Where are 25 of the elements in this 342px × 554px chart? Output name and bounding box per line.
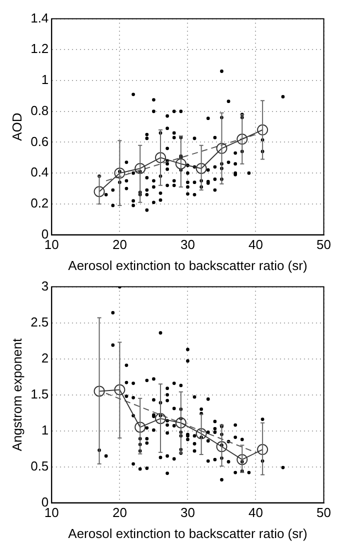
y-tick-label: 2.5 bbox=[30, 314, 49, 330]
y-tick-label: 1.2 bbox=[30, 41, 49, 56]
y-tick-label: 1 bbox=[41, 72, 49, 88]
y-tick-label: 2 bbox=[41, 350, 49, 366]
y-tick-label: 1.5 bbox=[30, 386, 49, 402]
x-tick-label: 20 bbox=[112, 505, 127, 520]
y-tick-label: 0.2 bbox=[30, 196, 49, 211]
y-tick-label: 0.6 bbox=[30, 134, 49, 149]
x-tick-label: 20 bbox=[112, 237, 127, 252]
y-tick-label: 3 bbox=[41, 278, 49, 294]
y-tick-label: 1 bbox=[41, 422, 49, 438]
y-tick-label: 1.4 bbox=[30, 10, 49, 26]
x-axis-title: Aerosol extinction to backscatter ratio (sr) bbox=[68, 258, 308, 273]
y-tick-label: 0.5 bbox=[30, 458, 49, 474]
x-tick-label: 30 bbox=[180, 505, 195, 520]
x-tick-label: 30 bbox=[180, 237, 195, 252]
x-tick-label: 40 bbox=[248, 237, 263, 252]
y-tick-label: 0.8 bbox=[30, 102, 49, 118]
x-axis-title: Aerosol extinction to backscatter ratio (sr) bbox=[68, 526, 308, 541]
y-axis-title: Angstrom exponent bbox=[9, 338, 24, 452]
y-tick-label: 0.4 bbox=[30, 164, 49, 180]
y-axis-title: AOD bbox=[9, 112, 24, 141]
x-tick-label: 40 bbox=[248, 505, 263, 520]
x-tick-label: 50 bbox=[316, 505, 332, 520]
x-tick-label: 50 bbox=[316, 237, 332, 252]
